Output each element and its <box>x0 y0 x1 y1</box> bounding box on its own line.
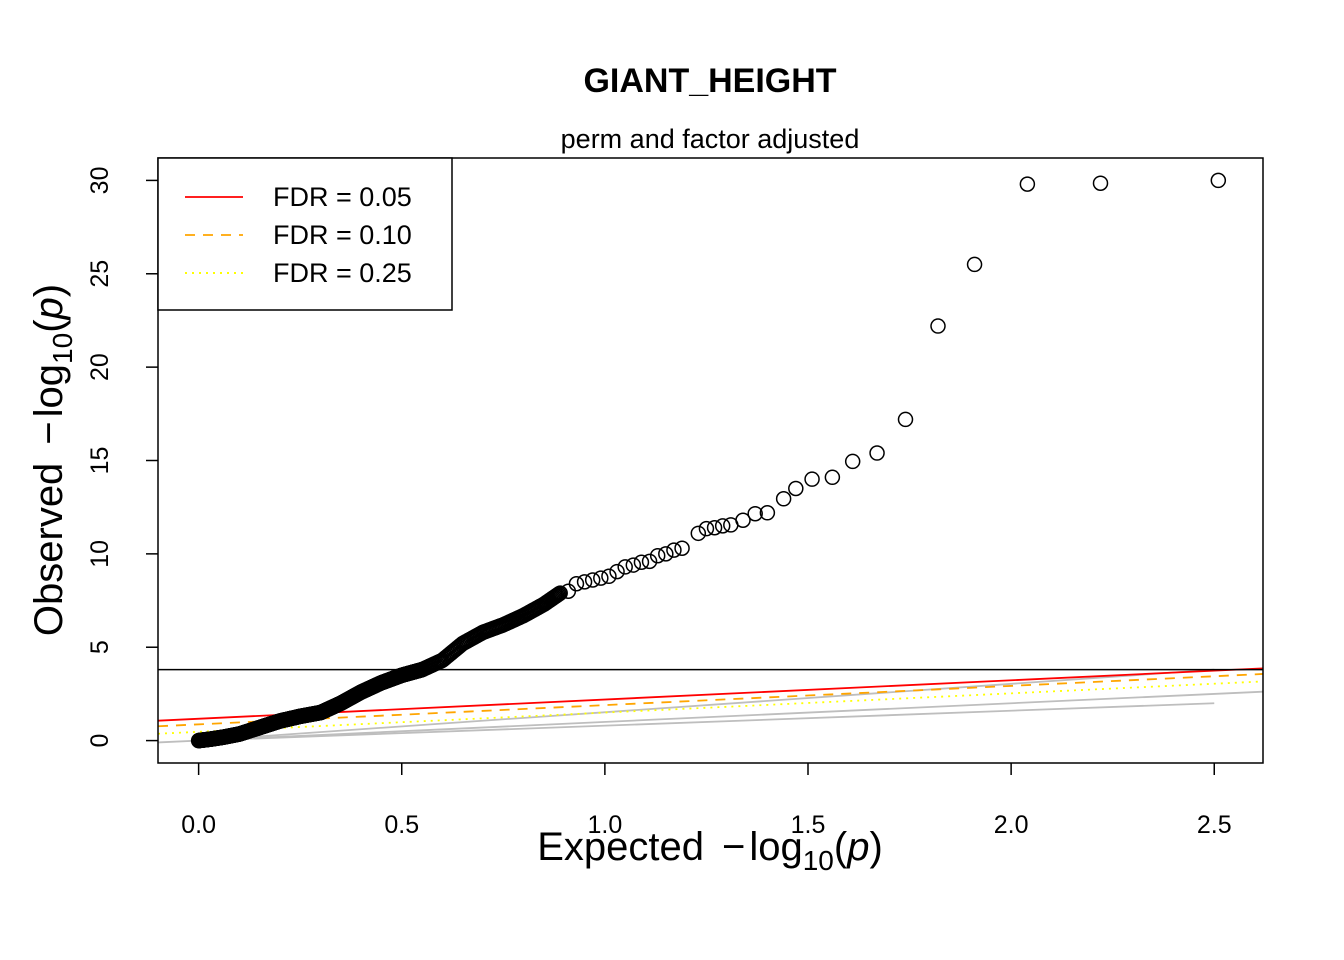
data-point <box>897 411 914 428</box>
data-point <box>759 505 776 521</box>
x-tick-label: 1.0 <box>587 811 622 839</box>
data-point <box>633 554 650 571</box>
x-tick-label: 1.5 <box>791 811 826 839</box>
data-point <box>593 570 609 586</box>
x-tick-label: 0.0 <box>181 811 216 839</box>
data-point <box>723 517 739 533</box>
y-tick-label: 0 <box>86 734 114 748</box>
data-point <box>552 585 568 601</box>
data-point <box>641 553 658 570</box>
data-point <box>625 557 642 573</box>
data-point <box>560 583 577 599</box>
data-point <box>775 491 792 507</box>
reference-line-1 <box>198 702 1215 742</box>
data-point <box>698 520 715 537</box>
data-point <box>666 542 682 558</box>
y-axis-label: Observed−log10(p) <box>27 284 78 636</box>
legend-box <box>157 157 453 311</box>
fdr-line-1 <box>158 673 1263 728</box>
legend-entry-fdr-010: FDR = 0.10 <box>185 220 412 250</box>
data-point <box>930 318 946 334</box>
x-tick-label: 2.0 <box>994 811 1029 839</box>
data-point <box>690 525 707 542</box>
data-point <box>788 480 804 497</box>
data-point <box>844 453 861 470</box>
data-point <box>674 540 690 557</box>
data-point <box>1210 172 1227 189</box>
data-point <box>576 574 593 590</box>
data-point <box>568 575 585 592</box>
data-point <box>1092 175 1109 191</box>
plot-inner <box>158 667 1263 744</box>
legend-entry-fdr-005: FDR = 0.05 <box>185 182 412 212</box>
data-point <box>617 559 633 575</box>
x-tick-label: 0.5 <box>384 811 419 839</box>
y-tick-label: 30 <box>86 167 114 195</box>
reference-line-0 <box>158 690 1263 744</box>
legend-entry-fdr-025: FDR = 0.25 <box>185 258 412 288</box>
x-axis-label: Expected − log10(p) <box>537 825 883 876</box>
chart-subtitle: perm and factor adjusted <box>561 124 860 154</box>
fdr-line-2 <box>158 680 1263 735</box>
y-tick-label: 10 <box>86 540 114 568</box>
chart-title: GIANT_HEIGHT <box>583 62 836 100</box>
legend-label: FDR = 0.10 <box>273 220 412 250</box>
y-tick-label: 15 <box>86 447 114 475</box>
plot-area <box>158 667 1263 744</box>
legend-label: FDR = 0.05 <box>273 182 412 212</box>
legend: FDR = 0.05 FDR = 0.10 FDR = 0.25 <box>157 157 453 311</box>
data-point <box>658 546 674 562</box>
data-point <box>584 572 601 588</box>
y-tick-label: 20 <box>86 353 114 381</box>
data-point <box>706 519 723 536</box>
data-point <box>966 256 983 273</box>
data-point <box>714 518 731 534</box>
data-point <box>601 568 617 585</box>
data-point <box>649 547 666 564</box>
data-point <box>747 505 763 522</box>
data-point <box>1019 176 1036 192</box>
data-points <box>190 172 1227 749</box>
data-point <box>869 445 885 461</box>
fdr-line-0 <box>158 667 1263 722</box>
legend-label: FDR = 0.25 <box>273 258 412 288</box>
reference-line-2 <box>198 668 1215 742</box>
data-point <box>824 469 841 486</box>
y-tick-label: 5 <box>86 640 114 654</box>
data-point <box>609 563 625 580</box>
x-tick-label: 2.5 <box>1197 811 1232 839</box>
y-tick-label: 25 <box>86 260 114 288</box>
axes: 0.0 0.5 1.0 1.5 2.0 2.5 0 5 10 15 20 25 30 <box>86 157 1264 839</box>
data-point <box>804 471 820 487</box>
